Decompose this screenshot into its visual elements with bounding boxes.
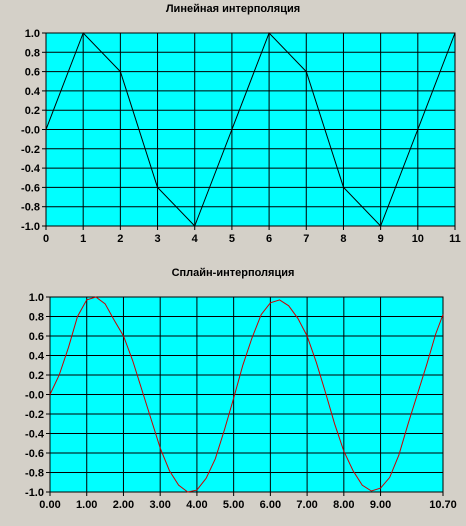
spline-interpolation-chart: 1.0 0.8 0.6 0.4 0.2 -0.0 -0.2 -0.4 -0.6 -0.8 -1.00… bbox=[25, 292, 457, 511]
y-tick-label: 0.8 bbox=[29, 312, 44, 324]
x-tick-label: 6 bbox=[266, 233, 272, 245]
y-tick-label: 1.0 bbox=[25, 28, 40, 40]
y-tick-label: -1.0 bbox=[21, 221, 40, 233]
x-tick-label: 2.00 bbox=[113, 499, 134, 511]
y-tick-label: 0.6 bbox=[25, 67, 40, 79]
y-tick-label: -0.2 bbox=[25, 409, 44, 421]
y-tick-label: -0.6 bbox=[25, 448, 44, 460]
series-line bbox=[45, 32, 456, 227]
linear-interpolation-panel: Линейная интерполяция 1.0 0.8 0.6 0.4 0.2 -0.… bbox=[0, 0, 466, 256]
y-tick-label: 1.0 bbox=[29, 292, 44, 304]
x-tick-label: 1.00 bbox=[76, 499, 97, 511]
y-tick-label: -0.8 bbox=[21, 202, 40, 214]
x-tick-label: 4 bbox=[192, 233, 199, 245]
y-tick-label: 0.2 bbox=[25, 105, 40, 117]
x-tick-label: 3.00 bbox=[149, 499, 170, 511]
y-tick-label: -0.4 bbox=[21, 163, 41, 175]
y-tick-label: 0.4 bbox=[25, 86, 41, 98]
x-tick-label: 2 bbox=[117, 233, 123, 245]
y-tick-label: -0.2 bbox=[21, 144, 40, 156]
x-tick-label: 0 bbox=[43, 233, 49, 245]
x-tick-label: 0.00 bbox=[39, 499, 60, 511]
y-tick-label: 0.6 bbox=[29, 331, 44, 343]
y-tick-label: 0.8 bbox=[25, 47, 40, 59]
y-tick-label: 0.4 bbox=[29, 351, 45, 363]
x-tick-label: 7.00 bbox=[296, 499, 317, 511]
chart-title: Линейная интерполяция bbox=[165, 3, 301, 15]
y-tick-label: -0.0 bbox=[21, 125, 40, 137]
x-tick-label: 5.00 bbox=[223, 499, 244, 511]
linear-interpolation-chart: 1.0 0.8 0.6 0.4 0.2 -0.0 -0.2 -0.4 -0.6 -0.8 -1.00… bbox=[21, 28, 461, 245]
x-tick-label: 8 bbox=[340, 233, 346, 245]
y-tick-label: -0.4 bbox=[25, 429, 45, 441]
y-tick-label: -1.0 bbox=[25, 487, 44, 499]
y-tick-label: -0.0 bbox=[25, 390, 44, 402]
y-tick-label: -0.8 bbox=[25, 468, 44, 480]
x-tick-label: 3 bbox=[154, 233, 160, 245]
spline-interpolation-panel: Сплайн-интерполяция 1.0 0.8 0.6 0.4 0.2 -0.0 -… bbox=[0, 262, 466, 526]
x-tick-label: 11 bbox=[449, 233, 461, 245]
x-tick-label: 1 bbox=[80, 233, 86, 245]
series-line bbox=[49, 296, 444, 493]
x-tick-label: 9.00 bbox=[370, 499, 391, 511]
x-tick-label: 10.70 bbox=[429, 499, 457, 511]
y-tick-label: -0.6 bbox=[21, 182, 40, 194]
x-tick-label: 9 bbox=[378, 233, 384, 245]
x-tick-label: 7 bbox=[303, 233, 309, 245]
x-tick-label: 5 bbox=[229, 233, 235, 245]
x-tick-label: 8.00 bbox=[333, 499, 354, 511]
x-tick-label: 4.00 bbox=[186, 499, 207, 511]
x-tick-label: 6.00 bbox=[260, 499, 281, 511]
chart-title: Сплайн-интерполяция bbox=[171, 267, 295, 279]
x-tick-label: 10 bbox=[412, 233, 424, 245]
y-tick-label: 0.2 bbox=[29, 370, 44, 382]
